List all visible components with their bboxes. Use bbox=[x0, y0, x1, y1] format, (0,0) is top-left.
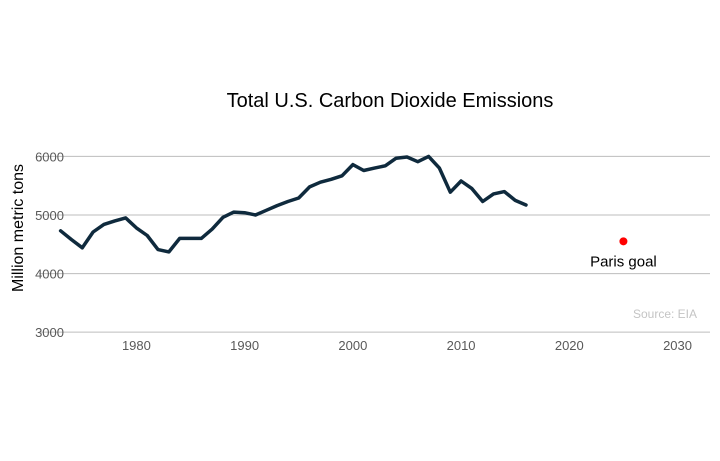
x-tick-label: 2000 bbox=[338, 338, 367, 353]
source-note: Source: EIA bbox=[633, 307, 697, 321]
x-tick-label: 1980 bbox=[122, 338, 151, 353]
x-tick-label: 1990 bbox=[230, 338, 259, 353]
y-axis-ticks: 3000 4000 5000 6000 bbox=[35, 149, 64, 340]
paris-goal-point bbox=[619, 237, 628, 246]
y-tick-label: 5000 bbox=[35, 208, 64, 223]
x-tick-label: 2010 bbox=[447, 338, 476, 353]
y-tick-label: 6000 bbox=[35, 149, 64, 164]
series-layer bbox=[58, 154, 528, 254]
y-tick-label: 4000 bbox=[35, 267, 64, 282]
chart-title: Total U.S. Carbon Dioxide Emissions bbox=[227, 90, 554, 112]
y-axis-label: Million metric tons bbox=[10, 164, 27, 292]
x-axis-ticks: 1980 1990 2000 2010 2020 2030 bbox=[122, 338, 692, 353]
y-tick-label: 3000 bbox=[35, 325, 64, 340]
emissions-line bbox=[58, 154, 528, 254]
gridlines bbox=[39, 155, 710, 333]
annotation-layer: Paris goal bbox=[590, 237, 657, 270]
x-tick-label: 2030 bbox=[663, 338, 692, 353]
x-tick-label: 2020 bbox=[555, 338, 584, 353]
paris-goal-label: Paris goal bbox=[590, 253, 657, 270]
